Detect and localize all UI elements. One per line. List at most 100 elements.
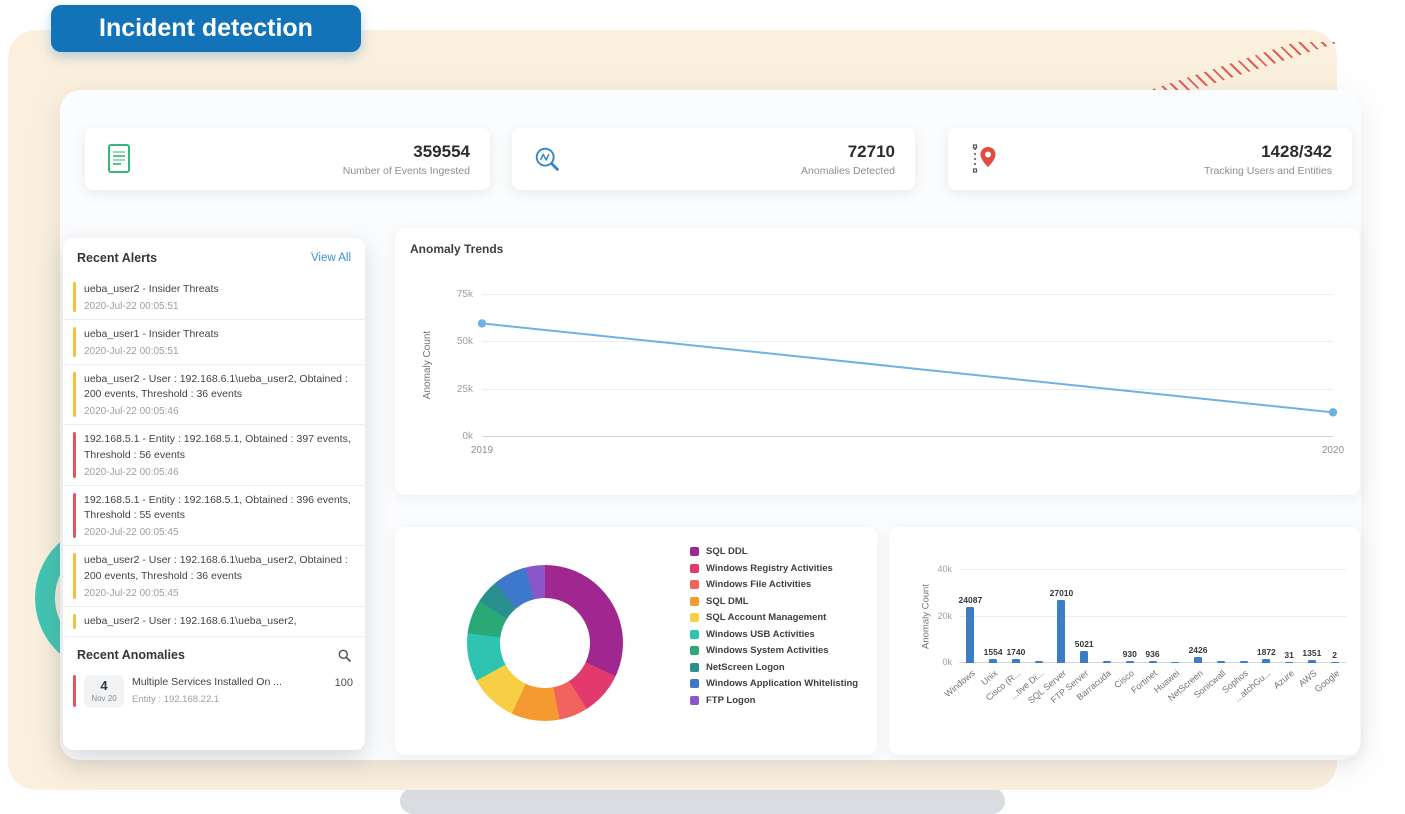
- stat-card-events-ingested: 359554 Number of Events Ingested: [85, 128, 490, 190]
- severity-bar: [73, 492, 76, 538]
- legend-label: SQL Account Management: [706, 612, 827, 623]
- alert-item[interactable]: 192.168.5.1 - Entity : 192.168.5.1, Obta…: [63, 425, 365, 486]
- bar-value-label: 930: [1122, 648, 1137, 659]
- view-all-link[interactable]: View All: [310, 252, 351, 264]
- legend-label: SQL DDL: [706, 546, 748, 557]
- alert-title: 192.168.5.1 - Entity : 192.168.5.1, Obta…: [84, 433, 351, 461]
- legend-label: Windows Registry Activities: [706, 562, 833, 574]
- bar: [1285, 662, 1294, 663]
- legend-item[interactable]: NetScreen Logon: [690, 662, 858, 673]
- bar-slot: 27010: [1050, 570, 1073, 663]
- category-slot: Windows: [942, 665, 982, 735]
- severity-bar: [73, 553, 76, 599]
- search-icon[interactable]: [338, 649, 351, 662]
- legend-swatch: [690, 662, 699, 672]
- legend-item[interactable]: Windows Registry Activities: [690, 563, 858, 574]
- alert-item[interactable]: ueba_user1 - Insider Threats 2020-Jul-22 …: [63, 320, 365, 365]
- alert-item[interactable]: ueba_user2 - Insider Threats 2020-Jul-22 …: [63, 275, 365, 320]
- bar-slot: 1351: [1300, 570, 1323, 663]
- legend-item[interactable]: Windows System Activities: [690, 645, 858, 656]
- bar-slot: 930: [1118, 570, 1141, 663]
- legend-item[interactable]: SQL DML: [690, 596, 858, 607]
- anomaly-title: Multiple Services Installed On ...: [132, 676, 282, 689]
- bar-value-label: 2: [1332, 650, 1337, 661]
- gridline: [959, 615, 1346, 617]
- legend-item[interactable]: SQL Account Management: [690, 612, 858, 623]
- bar-slot: [1232, 570, 1255, 663]
- alert-time: 2020-Jul-22 00:05:45: [84, 587, 179, 599]
- anomaly-search-icon: [532, 144, 572, 174]
- bar-value-label: 31: [1284, 650, 1294, 661]
- category-slot: Fortinet: [1129, 665, 1164, 735]
- bar-chart-categories: Windows Unix Cisco (R... ...tive Di... SQL S…: [942, 665, 1346, 735]
- stat-card-anomalies-detected: 72710 Anomalies Detected: [512, 128, 915, 190]
- legend-swatch: [690, 563, 699, 573]
- bar: [1194, 657, 1203, 663]
- bar-slot: 1740: [1005, 570, 1028, 663]
- legend-item[interactable]: FTP Logon: [690, 695, 858, 706]
- legend-item[interactable]: Windows Application Whitelisting: [690, 678, 858, 689]
- anomaly-date-month: Nov 20: [91, 694, 117, 704]
- alert-time: 2020-Jul-22 00:05:51: [84, 300, 179, 312]
- legend-item[interactable]: Windows USB Activities: [690, 629, 858, 640]
- alert-body: 192.168.5.1 - Entity : 192.168.5.1, Obta…: [84, 493, 353, 539]
- bar: [1307, 659, 1316, 663]
- category-slot: Barracuda: [1075, 665, 1119, 735]
- y-tick-label: 0k: [462, 431, 473, 442]
- y-tick-label: 20k: [937, 610, 952, 621]
- legend-swatch: [690, 629, 699, 639]
- stat-card-tracking-users: 1428/342 Tracking Users and Entities: [948, 128, 1352, 190]
- anomaly-severity-bar: [73, 675, 76, 708]
- bar-value-label: 27010: [1049, 588, 1074, 599]
- anomaly-trends-card: Anomaly Trends Anomaly Count 0k 25k 50k 75k…: [395, 228, 1360, 495]
- bar: [1239, 660, 1248, 663]
- severity-bar: [73, 371, 76, 417]
- alert-title: ueba_user2 - User : 192.168.6.1\ueba_use…: [84, 554, 348, 582]
- y-tick-label: 75k: [456, 289, 473, 300]
- legend-item[interactable]: Windows File Activities: [690, 579, 858, 590]
- alert-item[interactable]: ueba_user2 - User : 192.168.6.1\ueba_use…: [63, 546, 365, 607]
- bar-slot: [1164, 570, 1187, 663]
- bar: [1102, 661, 1111, 663]
- bar-value-label: 24087: [958, 595, 983, 605]
- bar-slots: 24087 1554 1740 27010 5021 930 936 2426 1872 31 13…: [959, 570, 1346, 663]
- alert-title: ueba_user1 - Insider Threats: [84, 327, 219, 340]
- recent-anomalies-title: Recent Anomalies: [77, 648, 185, 663]
- map-pin-icon: [968, 143, 1008, 175]
- alert-item[interactable]: ueba_user2 - User : 192.168.6.1\ueba_use…: [63, 365, 365, 425]
- bottom-shadow-decoration: [400, 788, 1005, 814]
- alert-item[interactable]: 192.168.5.1 - Entity : 192.168.5.1, Obta…: [63, 486, 365, 546]
- anomaly-score: 100: [334, 677, 353, 690]
- stat-value: 1428/342: [1261, 141, 1332, 161]
- severity-bar: [73, 326, 76, 357]
- alert-body: ueba_user2 - User : 192.168.6.1\ueba_use…: [84, 553, 353, 599]
- bar: [1216, 661, 1225, 663]
- y-tick-label: 25k: [456, 383, 473, 395]
- stat-label: Tracking Users and Entities: [1204, 164, 1332, 177]
- legend-swatch: [690, 646, 699, 655]
- legend-swatch: [690, 679, 699, 688]
- category-label: Windows: [942, 668, 977, 700]
- bar: [1125, 660, 1134, 663]
- legend-item[interactable]: SQL DDL: [690, 546, 858, 557]
- bar: [1080, 651, 1089, 663]
- legend-swatch: [690, 547, 699, 556]
- trend-y-axis-label: Anomaly Count: [422, 330, 433, 400]
- bar-value-label: 1554: [983, 647, 1003, 658]
- bar-slot: 936: [1141, 570, 1164, 663]
- anomaly-list-item[interactable]: 4 Nov 20 Multiple Services Installed On …: [63, 671, 365, 715]
- anomaly-sources-card: Anomaly Count 0k 20k 40k 24087 1554 1740 27010…: [889, 527, 1360, 755]
- alert-time: 2020-Jul-22 00:05:46: [84, 466, 179, 478]
- alert-title: ueba_user2 - User : 192.168.6.1\ueba_use…: [84, 614, 297, 627]
- bar-slot: [1027, 570, 1050, 663]
- legend-label: FTP Logon: [706, 694, 756, 706]
- bar-slot: 1554: [982, 570, 1005, 663]
- bar-slot: [1096, 570, 1119, 663]
- bar-value-label: 2426: [1188, 645, 1208, 656]
- gridline: [482, 388, 1333, 390]
- category-slot: Azure: [1271, 665, 1301, 735]
- alert-item[interactable]: ueba_user2 - User : 192.168.6.1\ueba_use…: [63, 607, 365, 638]
- donut-chart: [467, 565, 623, 721]
- alert-body: ueba_user2 - User : 192.168.6.1\ueba_use…: [84, 614, 353, 630]
- alert-body: ueba_user1 - Insider Threats 2020-Jul-22 …: [84, 327, 353, 357]
